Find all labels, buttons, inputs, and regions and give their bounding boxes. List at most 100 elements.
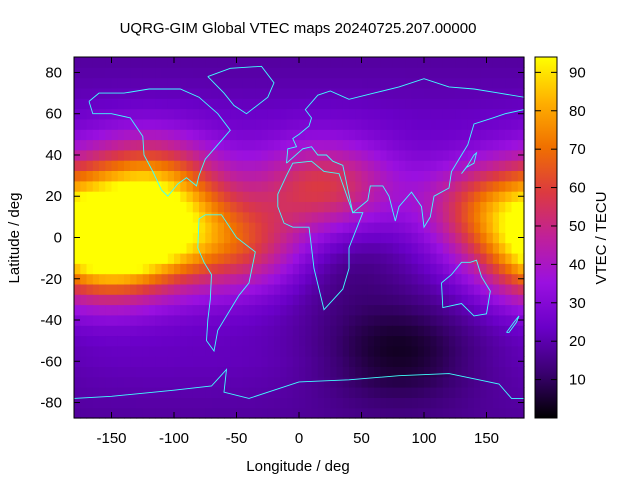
- heatmap-cell: [92, 67, 100, 79]
- heatmap-cell: [111, 253, 119, 264]
- heatmap-cell: [274, 67, 281, 79]
- heatmap-cell: [392, 314, 400, 326]
- heatmap-cell: [255, 139, 263, 151]
- heatmap-cell: [349, 314, 356, 326]
- heatmap-cell: [411, 129, 419, 141]
- heatmap-cell: [461, 335, 469, 347]
- heatmap-cell: [299, 201, 306, 213]
- heatmap-cell: [399, 201, 406, 213]
- heatmap-cell: [361, 283, 369, 295]
- heatmap-cell: [492, 232, 500, 244]
- heatmap-cell: [367, 149, 375, 161]
- heatmap-cell: [136, 129, 144, 141]
- heatmap-cell: [242, 191, 250, 202]
- heatmap-cell: [186, 118, 194, 130]
- heatmap-cell: [386, 253, 394, 264]
- heatmap-cell: [74, 366, 81, 378]
- heatmap-cell: [267, 366, 275, 378]
- heatmap-cell: [236, 191, 244, 202]
- heatmap-cell: [236, 222, 244, 233]
- heatmap-cell: [180, 253, 188, 264]
- heatmap-cell: [80, 211, 88, 223]
- heatmap-cell: [386, 314, 394, 326]
- heatmap-cell: [367, 67, 375, 79]
- heatmap-cell: [99, 67, 106, 79]
- heatmap-cell: [311, 345, 319, 357]
- heatmap-cell: [267, 180, 275, 192]
- heatmap-cell: [111, 77, 119, 89]
- heatmap-cell: [192, 253, 200, 264]
- heatmap-cell: [105, 397, 113, 409]
- heatmap-cell: [424, 304, 431, 316]
- heatmap-cell: [480, 211, 488, 223]
- heatmap-cell: [349, 325, 356, 337]
- heatmap-cell: [386, 335, 394, 347]
- heatmap-cell: [349, 201, 356, 213]
- heatmap-cell: [136, 294, 144, 306]
- heatmap-cell: [311, 77, 319, 89]
- heatmap-cell: [92, 232, 100, 244]
- heatmap-cell: [449, 407, 456, 419]
- heatmap-cell: [492, 407, 500, 419]
- heatmap-cell: [205, 139, 213, 151]
- heatmap-cell: [255, 304, 263, 316]
- heatmap-cell: [380, 87, 388, 99]
- heatmap-cell: [155, 387, 163, 398]
- heatmap-cell: [230, 129, 238, 141]
- heatmap-cell: [280, 108, 288, 120]
- heatmap-cell: [280, 160, 288, 171]
- heatmap-cell: [211, 397, 219, 409]
- heatmap-cell: [449, 356, 456, 367]
- heatmap-cell: [349, 397, 356, 409]
- heatmap-cell: [430, 407, 438, 419]
- heatmap-cell: [505, 356, 513, 367]
- heatmap-cell: [424, 356, 431, 367]
- x-tick-label: 150: [474, 430, 499, 447]
- heatmap-cell: [474, 304, 481, 316]
- heatmap-cell: [167, 273, 175, 285]
- heatmap-cell: [80, 397, 88, 409]
- heatmap-cell: [342, 345, 350, 357]
- heatmap-cell: [142, 160, 150, 171]
- heatmap-cell: [174, 118, 181, 130]
- heatmap-cell: [486, 407, 494, 419]
- heatmap-cell: [467, 98, 475, 110]
- heatmap-cell: [292, 242, 300, 254]
- heatmap-cell: [230, 325, 238, 337]
- heatmap-cell: [249, 283, 256, 295]
- heatmap-cell: [342, 242, 350, 254]
- heatmap-cell: [380, 180, 388, 192]
- heatmap-cell: [517, 170, 525, 182]
- heatmap-cell: [355, 263, 363, 275]
- heatmap-cell: [492, 283, 500, 295]
- heatmap-cell: [449, 77, 456, 89]
- heatmap-cell: [467, 345, 475, 357]
- heatmap-cell: [480, 366, 488, 378]
- heatmap-cell: [336, 57, 344, 68]
- heatmap-cell: [217, 263, 225, 275]
- heatmap-cell: [86, 191, 94, 202]
- heatmap-cell: [249, 325, 256, 337]
- heatmap-cell: [505, 191, 513, 202]
- heatmap-cell: [436, 191, 444, 202]
- heatmap-cell: [399, 283, 406, 295]
- heatmap-cell: [399, 253, 406, 264]
- heatmap-cell: [486, 118, 494, 130]
- heatmap-cell: [405, 108, 413, 120]
- heatmap-cell: [80, 376, 88, 388]
- heatmap-cell: [99, 356, 106, 367]
- heatmap-cell: [399, 77, 406, 89]
- heatmap-cell: [499, 356, 506, 367]
- heatmap-cell: [449, 170, 456, 182]
- heatmap-cell: [261, 397, 269, 409]
- heatmap-cell: [336, 232, 344, 244]
- heatmap-cell: [336, 108, 344, 120]
- heatmap-cell: [330, 253, 338, 264]
- heatmap-cell: [186, 129, 194, 141]
- heatmap-cell: [430, 87, 438, 99]
- heatmap-cell: [186, 160, 194, 171]
- heatmap-cell: [211, 108, 219, 120]
- heatmap-cell: [161, 211, 169, 223]
- heatmap-cell: [99, 304, 106, 316]
- heatmap-cell: [417, 67, 425, 79]
